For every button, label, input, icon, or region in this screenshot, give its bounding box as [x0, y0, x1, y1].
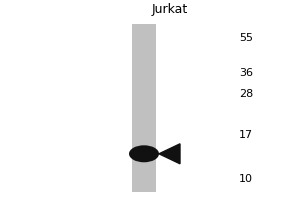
Text: 17: 17: [239, 130, 253, 140]
Text: 55: 55: [239, 33, 253, 43]
Text: 28: 28: [239, 89, 253, 99]
Text: Jurkat: Jurkat: [152, 3, 188, 17]
Ellipse shape: [129, 145, 159, 162]
Polygon shape: [159, 144, 180, 164]
Bar: [132, 24, 156, 192]
Text: 10: 10: [239, 174, 253, 184]
Text: 36: 36: [239, 68, 253, 78]
